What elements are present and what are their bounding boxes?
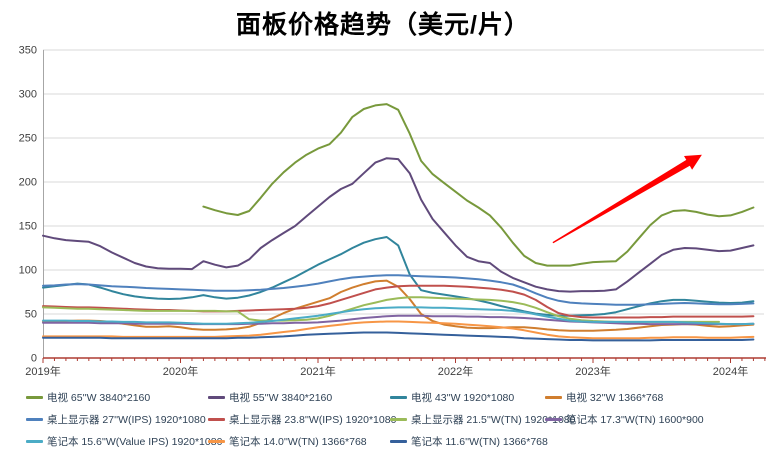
series-line-tv55 bbox=[42, 157, 755, 293]
legend-label-mon27: 桌上显示器 27''W(IPS) 1920*1080 bbox=[47, 413, 206, 426]
legend-swatch-nb116 bbox=[390, 439, 407, 443]
legend-label-nb173: 笔记本 17.3''W(TN) 1600*900 bbox=[566, 413, 704, 426]
legend-swatch-tv43 bbox=[390, 395, 407, 399]
legend-label-tv55: 电视 55''W 3840*2160 bbox=[229, 391, 333, 404]
y-tick-label-150: 150 bbox=[19, 221, 37, 233]
legend-label-tv65: 电视 65''W 3840*2160 bbox=[47, 391, 151, 404]
x-tick-label-1: 2019年 bbox=[25, 364, 60, 378]
y-tick-label-0: 0 bbox=[31, 353, 37, 365]
legend-item-tv55: 电视 55''W 3840*2160 bbox=[208, 389, 390, 405]
x-tick-label-3: 2021年 bbox=[300, 364, 335, 378]
legend-label-mon238: 桌上显示器 23.8''W(IPS) 1920*1080 bbox=[229, 413, 397, 426]
y-tick-label-100: 100 bbox=[19, 265, 37, 277]
legend-swatch-nb140 bbox=[208, 439, 225, 443]
x-tick-label-5: 2023年 bbox=[575, 364, 610, 378]
series-line-tv65 bbox=[202, 103, 755, 267]
legend-label-nb140: 笔记本 14.0''W(TN) 1366*768 bbox=[229, 435, 367, 448]
x-tick-label-6: 2024年 bbox=[713, 364, 748, 378]
legend-item-nb116: 笔记本 11.6''W(TN) 1366*768 bbox=[390, 433, 548, 449]
legend-item-nb173: 笔记本 17.3''W(TN) 1600*900 bbox=[545, 411, 762, 427]
legend-item-mon215: 桌上显示器 21.5''W(TN) 1920*1080 bbox=[390, 411, 575, 427]
series-line-mon27 bbox=[42, 274, 755, 306]
legend-item-tv65: 电视 65''W 3840*2160 bbox=[26, 389, 208, 405]
legend-item-tv32: 电视 32''W 1366*768 bbox=[545, 389, 762, 405]
x-tick-label-4: 2022年 bbox=[438, 364, 473, 378]
legend-label-mon215: 桌上显示器 21.5''W(TN) 1920*1080 bbox=[411, 413, 576, 426]
legend-item-nb140: 笔记本 14.0''W(TN) 1366*768 bbox=[208, 433, 390, 449]
legend-label-tv43: 电视 43''W 1920*1080 bbox=[411, 391, 515, 404]
chart-title: 面板价格趋势（美元/片） bbox=[236, 11, 530, 39]
legend-swatch-tv32 bbox=[545, 395, 562, 399]
legend-label-nb156: 笔记本 15.6''W(Value IPS) 1920*1080 bbox=[47, 435, 223, 448]
legend-label-tv32: 电视 32''W 1366*768 bbox=[566, 391, 664, 404]
y-tick-label-350: 350 bbox=[19, 45, 37, 57]
series-line-nb140 bbox=[42, 320, 755, 340]
series-line-mon238 bbox=[42, 284, 755, 319]
y-tick-label-250: 250 bbox=[19, 133, 37, 145]
legend-swatch-mon238 bbox=[208, 417, 225, 421]
legend-item-nb156: 笔记本 15.6''W(Value IPS) 1920*1080 bbox=[26, 433, 222, 449]
series-line-tv43 bbox=[42, 236, 755, 317]
legend-item-mon27: 桌上显示器 27''W(IPS) 1920*1080 bbox=[26, 411, 208, 427]
legend-swatch-nb173 bbox=[545, 417, 562, 421]
y-tick-label-300: 300 bbox=[19, 89, 37, 101]
legend: 电视 65''W 3840*2160 电视 55''W 3840*2160 电视 4… bbox=[26, 389, 762, 449]
y-tick-label-50: 50 bbox=[25, 309, 37, 321]
legend-swatch-mon215 bbox=[390, 417, 407, 421]
legend-item-tv43: 电视 43''W 1920*1080 bbox=[390, 389, 545, 405]
series-line-nb116 bbox=[42, 331, 755, 342]
y-tick-label-200: 200 bbox=[19, 177, 37, 189]
trend-up-arrow bbox=[552, 154, 702, 244]
legend-item-mon238: 桌上显示器 23.8''W(IPS) 1920*1080 bbox=[208, 411, 396, 427]
x-tick-label-2: 2020年 bbox=[163, 364, 198, 378]
legend-swatch-tv55 bbox=[208, 395, 225, 399]
series-line-nb156 bbox=[42, 306, 755, 326]
legend-swatch-mon27 bbox=[26, 417, 43, 421]
legend-label-nb116: 笔记本 11.6''W(TN) 1366*768 bbox=[411, 435, 548, 448]
legend-swatch-nb156 bbox=[26, 439, 43, 443]
legend-swatch-tv65 bbox=[26, 395, 43, 399]
series-line-nb173 bbox=[42, 314, 755, 326]
